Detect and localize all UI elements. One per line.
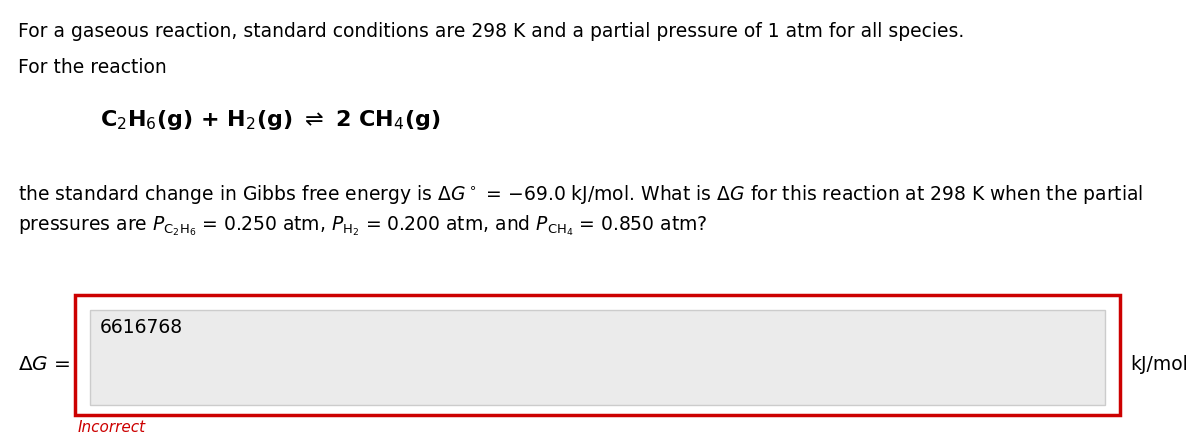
Text: For a gaseous reaction, standard conditions are 298 K and a partial pressure of : For a gaseous reaction, standard conditi… — [18, 22, 965, 41]
FancyBboxPatch shape — [74, 295, 1120, 415]
Text: kJ/mol: kJ/mol — [1130, 356, 1188, 375]
Text: the standard change in Gibbs free energy is $\Delta G^\circ$ = $-$69.0 kJ/mol. W: the standard change in Gibbs free energy… — [18, 183, 1144, 206]
Text: For the reaction: For the reaction — [18, 58, 167, 77]
Text: Incorrect: Incorrect — [78, 420, 146, 435]
Text: $\Delta G$ =: $\Delta G$ = — [18, 356, 71, 375]
FancyBboxPatch shape — [90, 310, 1105, 405]
Text: pressures are $P_{\mathregular{C_2H_6}}$ = 0.250 atm, $P_{\mathregular{H_2}}$ = : pressures are $P_{\mathregular{C_2H_6}}$… — [18, 213, 708, 238]
Text: C$_2$H$_6$(g) + H$_2$(g) $\rightleftharpoons$ 2 CH$_4$(g): C$_2$H$_6$(g) + H$_2$(g) $\rightleftharp… — [100, 108, 440, 132]
Text: 6616768: 6616768 — [100, 318, 184, 337]
